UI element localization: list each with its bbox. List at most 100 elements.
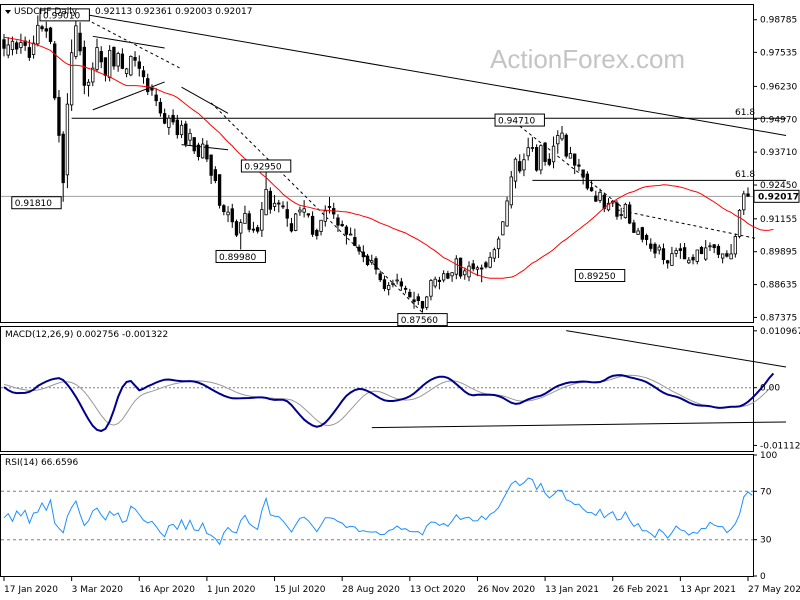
macd-tick-label: -0.011127 — [760, 441, 800, 451]
rsi-title: RSI(14) 66.6596 — [5, 458, 78, 468]
macd-upper-trendline — [566, 330, 787, 368]
candle-body — [310, 215, 315, 235]
candle-body — [175, 119, 179, 136]
time-tick-label: 16 Apr 2020 — [139, 585, 195, 595]
candle-body — [543, 142, 547, 162]
candle-body — [184, 123, 188, 145]
candle-body — [353, 237, 357, 246]
macd-lower-trendline — [371, 421, 787, 429]
candle-body — [6, 44, 10, 56]
candle-body — [272, 202, 277, 207]
candle-body — [425, 296, 429, 308]
candle-body — [281, 205, 285, 208]
candle-body — [315, 230, 319, 237]
candle-body — [319, 219, 323, 232]
candle-body — [657, 246, 661, 251]
candle-body — [551, 145, 556, 163]
candle-body — [484, 262, 488, 268]
time-tick-label: 13 Jan 2021 — [545, 585, 599, 595]
candle-body — [733, 236, 737, 255]
candle-body — [649, 243, 653, 249]
price-annotation-label: 0.99010 — [43, 11, 80, 21]
candle-body — [370, 260, 374, 263]
candle-body — [585, 173, 590, 189]
candle-body — [640, 227, 644, 240]
candle-body — [615, 202, 619, 217]
candle-body — [137, 61, 141, 69]
candle-body — [53, 43, 57, 99]
candle-body — [678, 248, 683, 251]
candle-body — [74, 25, 78, 57]
price-annotation-box — [240, 159, 292, 173]
candle-body — [336, 217, 340, 226]
rsi-tick-label: 70 — [760, 487, 772, 497]
candle-body — [226, 211, 230, 216]
candle-body — [141, 70, 146, 78]
candle-body — [120, 53, 125, 69]
price-title: USDCHF,Daily 0.92113 0.92361 0.92003 0.9… — [5, 7, 252, 17]
candle-body — [306, 213, 311, 216]
price-tick-label: 0.94970 — [760, 115, 797, 125]
candle-body — [230, 208, 234, 223]
candle-body — [674, 250, 678, 254]
candle-body — [188, 132, 192, 141]
price-annotation-label: 0.94710 — [498, 117, 535, 127]
candle-body — [264, 189, 268, 216]
candle-body — [450, 272, 454, 277]
candle-body — [691, 256, 695, 261]
candle-body — [475, 267, 480, 270]
channel-upper-line — [181, 86, 229, 114]
candle-body — [61, 133, 65, 184]
fib-label: 61.8 — [735, 108, 755, 118]
candlesticks — [2, 13, 750, 313]
candle-body — [399, 281, 404, 287]
candle-body — [99, 51, 103, 63]
candle-body — [31, 42, 36, 55]
candle-body — [441, 273, 446, 281]
watermark: ActionForex.com — [490, 44, 685, 74]
price-annotation-box — [39, 8, 90, 22]
price-tick-label: 0.89895 — [760, 248, 797, 258]
candle-body — [374, 258, 378, 270]
candle-body — [699, 246, 704, 255]
macd-tick-label: 0.010967 — [760, 327, 800, 337]
macd-trendlines — [371, 330, 787, 429]
last-price-label: 0.92017 — [758, 192, 799, 202]
candle-body — [44, 28, 48, 32]
candle-body — [737, 209, 742, 237]
candle-body — [704, 247, 708, 260]
candle-body — [725, 253, 729, 257]
time-tick-label: 27 May 2021 — [748, 585, 800, 595]
macd-axis: 0.010967 0.00 -0.011127 — [753, 327, 800, 451]
candle-body — [623, 203, 628, 219]
candle-body — [454, 258, 458, 275]
candle-body — [403, 287, 408, 290]
candle-body — [712, 244, 716, 249]
candle-body — [632, 222, 636, 233]
candle-body — [729, 253, 733, 260]
candle-body — [162, 113, 167, 124]
candle-body — [302, 208, 306, 213]
fib-label: 61.8 — [735, 170, 755, 180]
candle-body — [378, 273, 382, 281]
candle-body — [408, 291, 412, 298]
candle-body — [171, 114, 175, 123]
time-tick-label: 17 Jan 2020 — [4, 585, 58, 595]
candle-body — [260, 209, 264, 231]
channel-lower-line — [181, 144, 229, 151]
dropdown-triangle-icon[interactable] — [5, 10, 11, 14]
candle-body — [78, 32, 82, 52]
candle-body — [15, 42, 19, 50]
price-tick-label: 0.88635 — [760, 281, 797, 291]
candle-body — [501, 221, 505, 236]
macd-line — [3, 372, 775, 433]
candle-body — [2, 39, 6, 49]
dashed-trend-line — [519, 125, 626, 211]
price-trendlines — [71, 12, 787, 313]
candle-body — [382, 279, 387, 290]
candle-body — [387, 285, 391, 290]
candle-body — [412, 299, 416, 303]
candle-body — [556, 135, 560, 145]
candle-body — [526, 147, 530, 157]
